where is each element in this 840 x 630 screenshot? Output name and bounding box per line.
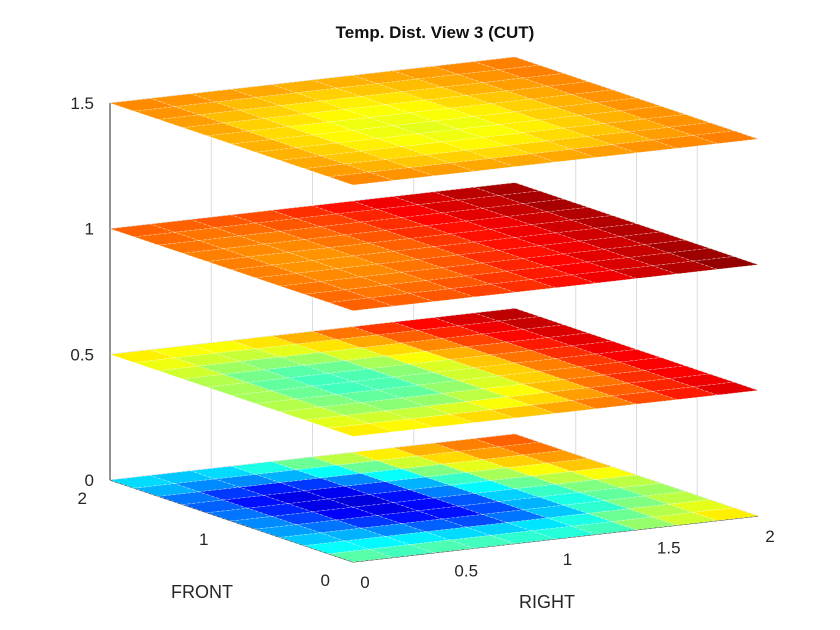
slice-cell [644, 239, 710, 254]
chart-title: Temp. Dist. View 3 (CUT) [336, 23, 535, 42]
slice-cell [620, 357, 686, 371]
slice-cell [668, 247, 734, 262]
slice-cell [644, 365, 710, 379]
y-tick-label: 1 [199, 530, 208, 549]
slice-cell [620, 231, 686, 246]
slice-cell [644, 114, 710, 128]
slice-cell [595, 97, 661, 112]
slice-cell [547, 458, 613, 472]
slice-cell [693, 256, 759, 270]
slice-cell [620, 482, 686, 497]
slice-cell [571, 466, 637, 480]
x-tick-label: 0.5 [454, 562, 478, 581]
slice-cell [498, 190, 564, 205]
slice-cell [693, 381, 759, 396]
slice-plane-z-0.5 [109, 308, 759, 437]
slice-plane-z-1 [109, 182, 759, 312]
z-tick-label: 1 [85, 220, 94, 239]
slice-plane-z-0 [109, 433, 759, 563]
slice-planes [109, 56, 759, 563]
slice-cell [693, 130, 759, 144]
y-axis-label: FRONT [171, 582, 233, 602]
slice-cell [523, 324, 588, 338]
y-tick-label: 2 [78, 489, 87, 508]
slice-cell [498, 441, 564, 456]
slice-cell [523, 73, 588, 87]
slice-cell [498, 316, 564, 330]
x-tick-label: 1 [563, 550, 572, 569]
y-tick-label: 0 [321, 571, 330, 590]
slice-cell [523, 198, 588, 213]
slice-cell [523, 450, 588, 464]
x-tick-label: 0 [360, 573, 369, 592]
slice-cell [693, 507, 759, 521]
slice-cell [668, 122, 734, 136]
z-tick-label: 0.5 [70, 345, 94, 364]
slice-cell [644, 491, 710, 505]
x-tick-label: 2 [765, 527, 774, 546]
x-tick-label: 1.5 [657, 539, 681, 558]
slice-cell [474, 56, 540, 71]
slice-plane-z-1.5 [109, 56, 759, 186]
z-tick-label: 1.5 [70, 94, 94, 113]
slice-cell [571, 340, 637, 355]
z-tick-label: 0 [85, 471, 94, 490]
x-axis-label: RIGHT [519, 592, 575, 612]
